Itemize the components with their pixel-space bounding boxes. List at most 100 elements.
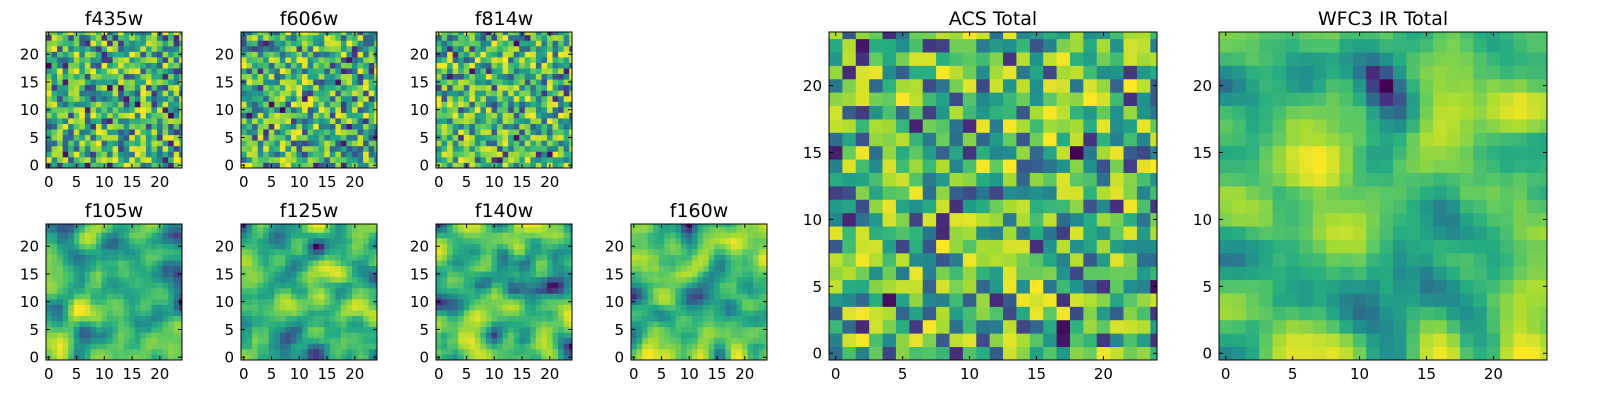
heatmap-cell <box>90 162 97 169</box>
heatmap-cell <box>162 343 169 350</box>
heatmap-cell <box>123 343 130 350</box>
heatmap-cell <box>68 101 75 108</box>
heatmap-cell <box>719 260 726 267</box>
heatmap-cell <box>101 156 108 163</box>
heatmap-cell <box>697 304 704 311</box>
heatmap-cell <box>246 226 253 233</box>
heatmap-cell <box>753 282 760 289</box>
heatmap-cell <box>118 90 125 97</box>
heatmap-cell <box>123 106 130 113</box>
heatmap-cell <box>346 310 353 316</box>
heatmap-cell <box>363 118 370 124</box>
heatmap-cell <box>346 232 353 239</box>
heatmap-cell <box>324 326 331 333</box>
heatmap-cell <box>524 304 531 311</box>
heatmap-cell <box>279 112 286 119</box>
heatmap-cell <box>352 84 358 91</box>
heatmap-cell <box>764 232 768 239</box>
heatmap-cell <box>513 298 520 305</box>
heatmap-cell <box>112 56 119 63</box>
heatmap-cell <box>101 79 108 86</box>
heatmap-cell <box>452 40 459 47</box>
heatmap-cell <box>692 243 699 250</box>
heatmap-cell <box>962 226 977 240</box>
heatmap-cell <box>524 79 531 86</box>
heatmap-cell <box>714 348 721 355</box>
heatmap-cell <box>168 145 175 152</box>
heatmap-cell <box>46 40 52 47</box>
heatmap-cell <box>558 112 565 119</box>
y-tick-label: 20 <box>215 238 234 256</box>
heatmap-cell <box>758 298 765 305</box>
heatmap-cell <box>497 95 504 102</box>
heatmap-cell <box>458 51 465 58</box>
heatmap-cell <box>535 332 542 339</box>
heatmap-cell <box>95 293 102 300</box>
heatmap-cell <box>145 348 152 355</box>
heatmap-cell <box>357 95 364 102</box>
y-tick-label: 20 <box>215 46 234 64</box>
heatmap-cell <box>123 68 130 75</box>
heatmap-cell <box>352 112 358 119</box>
heatmap-cell <box>469 237 476 244</box>
heatmap-cell <box>118 162 125 169</box>
heatmap-cell <box>329 276 336 283</box>
heatmap-cell <box>179 56 183 63</box>
heatmap-cell <box>168 40 175 47</box>
heatmap-cell <box>84 134 91 141</box>
heatmap-cell <box>664 232 671 239</box>
heatmap-cell <box>90 304 97 311</box>
heatmap-cell <box>497 276 504 283</box>
heatmap-cell <box>290 282 297 289</box>
heatmap-cell <box>346 118 353 124</box>
heatmap-cell <box>252 348 259 355</box>
heatmap-cell <box>329 315 336 322</box>
heatmap-cell <box>68 276 75 283</box>
heatmap-cell <box>241 343 247 350</box>
heatmap-cell <box>1003 252 1017 267</box>
heatmap-cell <box>719 226 726 233</box>
heatmap-cell <box>318 123 325 130</box>
heatmap-cell <box>485 68 492 75</box>
heatmap-cell <box>173 304 180 311</box>
heatmap-cell <box>274 34 281 41</box>
heatmap-cell <box>708 226 715 233</box>
heatmap-cell <box>318 129 325 136</box>
heatmap-cell <box>107 32 114 36</box>
heatmap-cell <box>279 237 286 244</box>
heatmap-cell <box>1123 252 1138 267</box>
heatmap-cell <box>57 276 64 283</box>
heatmap-cell <box>257 145 264 152</box>
heatmap-cell <box>123 348 130 355</box>
heatmap-cell <box>909 199 924 214</box>
heatmap-cell <box>134 73 141 80</box>
heatmap-cell <box>747 224 754 228</box>
heatmap-cell <box>357 293 364 300</box>
heatmap-cell <box>842 172 857 187</box>
heatmap-cell <box>173 276 180 283</box>
heatmap-cell <box>642 337 649 344</box>
heatmap-cell <box>829 239 843 254</box>
heatmap-cell <box>168 315 175 322</box>
heatmap-cell <box>368 40 375 47</box>
heatmap-cell <box>692 354 699 361</box>
heatmap-cell <box>552 248 559 255</box>
heatmap-cell <box>173 123 180 130</box>
heatmap-cell <box>436 62 442 69</box>
heatmap-cell <box>491 151 498 158</box>
heatmap-cell <box>530 293 537 300</box>
heatmap-cell <box>123 232 130 239</box>
heatmap-cell <box>118 106 125 113</box>
heatmap-cell <box>368 84 375 91</box>
heatmap-cell <box>357 232 364 239</box>
heatmap-cell <box>530 101 537 108</box>
heatmap-cell <box>151 95 158 102</box>
heatmap-cell <box>357 145 364 152</box>
heatmap-cell <box>173 101 180 108</box>
heatmap-cell <box>842 306 857 321</box>
heatmap-cell <box>57 293 64 300</box>
heatmap-cell <box>436 287 442 294</box>
heatmap-cell <box>1150 185 1158 200</box>
heatmap-cell <box>895 172 910 187</box>
